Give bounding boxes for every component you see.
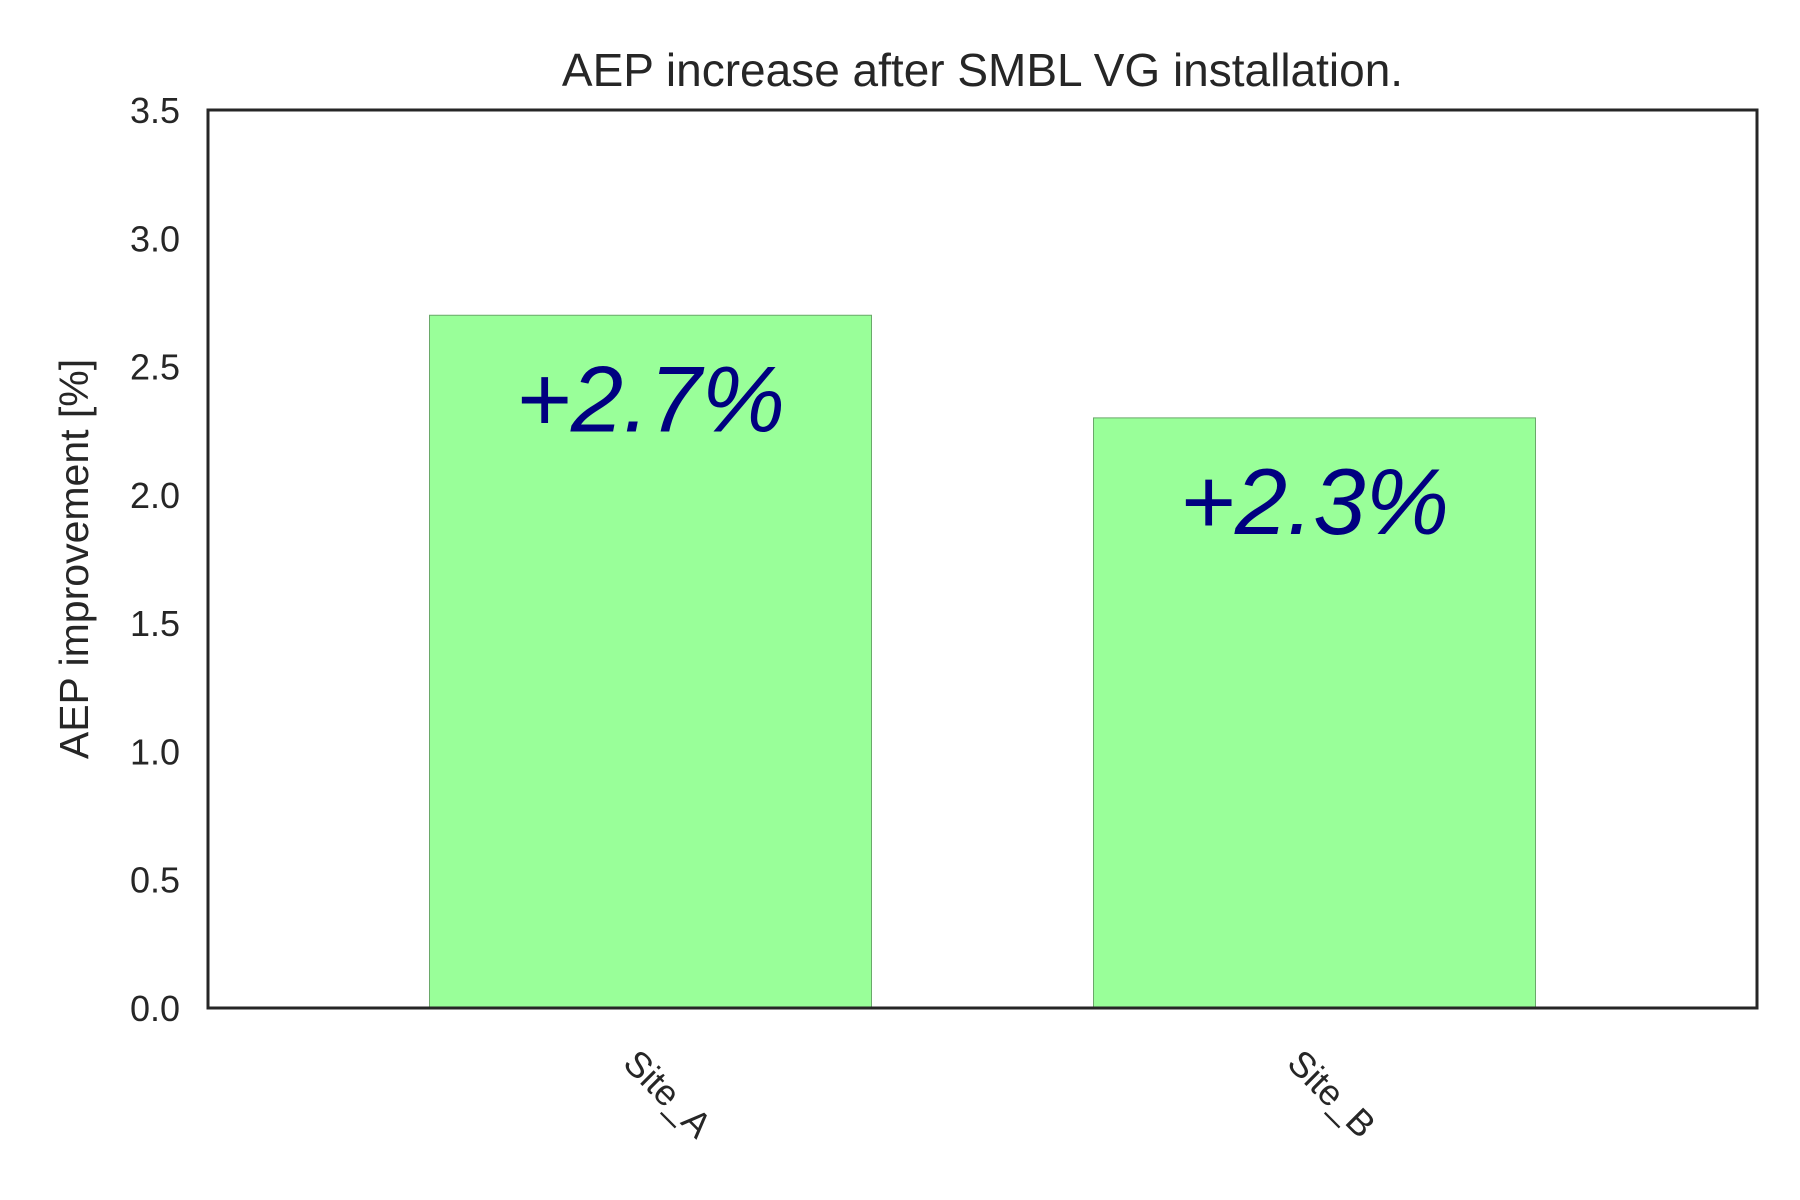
y-tick-label: 3.5 xyxy=(130,90,180,131)
data-label-site-b: +2.3% xyxy=(1180,449,1449,554)
y-axis-label: AEP improvement [%] xyxy=(51,359,97,759)
y-tick-label: 1.5 xyxy=(130,603,180,644)
chart-title: AEP increase after SMBL VG installation. xyxy=(562,44,1403,96)
y-tick-label: 0.5 xyxy=(130,860,180,901)
y-axis-ticks: 0.0 0.5 1.0 1.5 2.0 2.5 3.0 3.5 xyxy=(130,90,180,1029)
plot-frame xyxy=(206,108,1759,1010)
data-labels-layer: +2.7% +2.3% xyxy=(516,346,1449,554)
bar-site-a xyxy=(429,314,872,1009)
bars-layer xyxy=(429,314,1536,1009)
y-tick-label: 1.0 xyxy=(130,731,180,772)
x-axis-ticks: Site_A Site_B xyxy=(616,1042,1384,1146)
data-label-site-a: +2.7% xyxy=(516,346,785,451)
bar-site-b xyxy=(1093,417,1536,1009)
y-tick-label: 2.5 xyxy=(130,347,180,388)
x-tick-label-site-a: Site_A xyxy=(616,1042,720,1146)
y-tick-label: 2.0 xyxy=(130,475,180,516)
y-tick-label: 3.0 xyxy=(130,218,180,259)
x-tick-label-site-b: Site_B xyxy=(1280,1042,1384,1146)
y-tick-label: 0.0 xyxy=(130,988,180,1029)
